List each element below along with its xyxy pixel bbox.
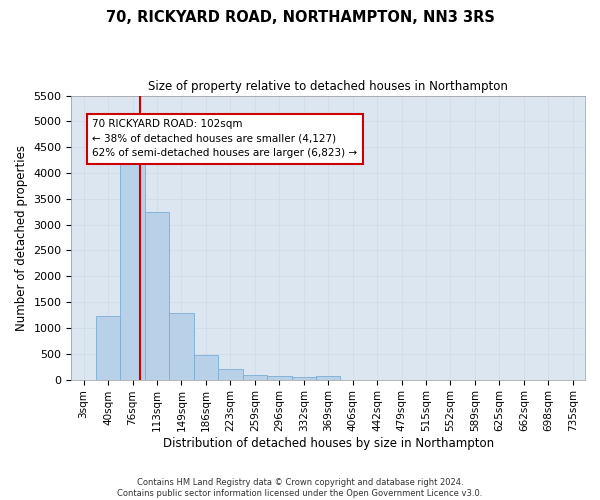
Y-axis label: Number of detached properties: Number of detached properties: [15, 144, 28, 330]
Bar: [121, 158, 145, 380]
Title: Size of property relative to detached houses in Northampton: Size of property relative to detached ho…: [148, 80, 508, 93]
Bar: [316, 376, 340, 380]
Bar: [242, 375, 267, 380]
Bar: [292, 377, 316, 380]
Bar: [218, 370, 242, 380]
Bar: [194, 355, 218, 380]
Bar: [169, 314, 194, 380]
Bar: [145, 212, 169, 380]
X-axis label: Distribution of detached houses by size in Northampton: Distribution of detached houses by size …: [163, 437, 494, 450]
Text: 70, RICKYARD ROAD, NORTHAMPTON, NN3 3RS: 70, RICKYARD ROAD, NORTHAMPTON, NN3 3RS: [106, 10, 494, 25]
Text: Contains HM Land Registry data © Crown copyright and database right 2024.
Contai: Contains HM Land Registry data © Crown c…: [118, 478, 482, 498]
Bar: [267, 376, 292, 380]
Bar: [96, 316, 121, 380]
Text: 70 RICKYARD ROAD: 102sqm
← 38% of detached houses are smaller (4,127)
62% of sem: 70 RICKYARD ROAD: 102sqm ← 38% of detach…: [92, 119, 358, 158]
